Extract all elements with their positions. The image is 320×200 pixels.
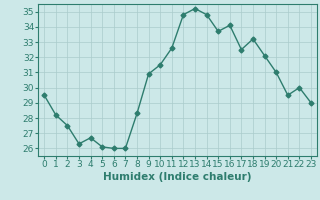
X-axis label: Humidex (Indice chaleur): Humidex (Indice chaleur) xyxy=(103,172,252,182)
